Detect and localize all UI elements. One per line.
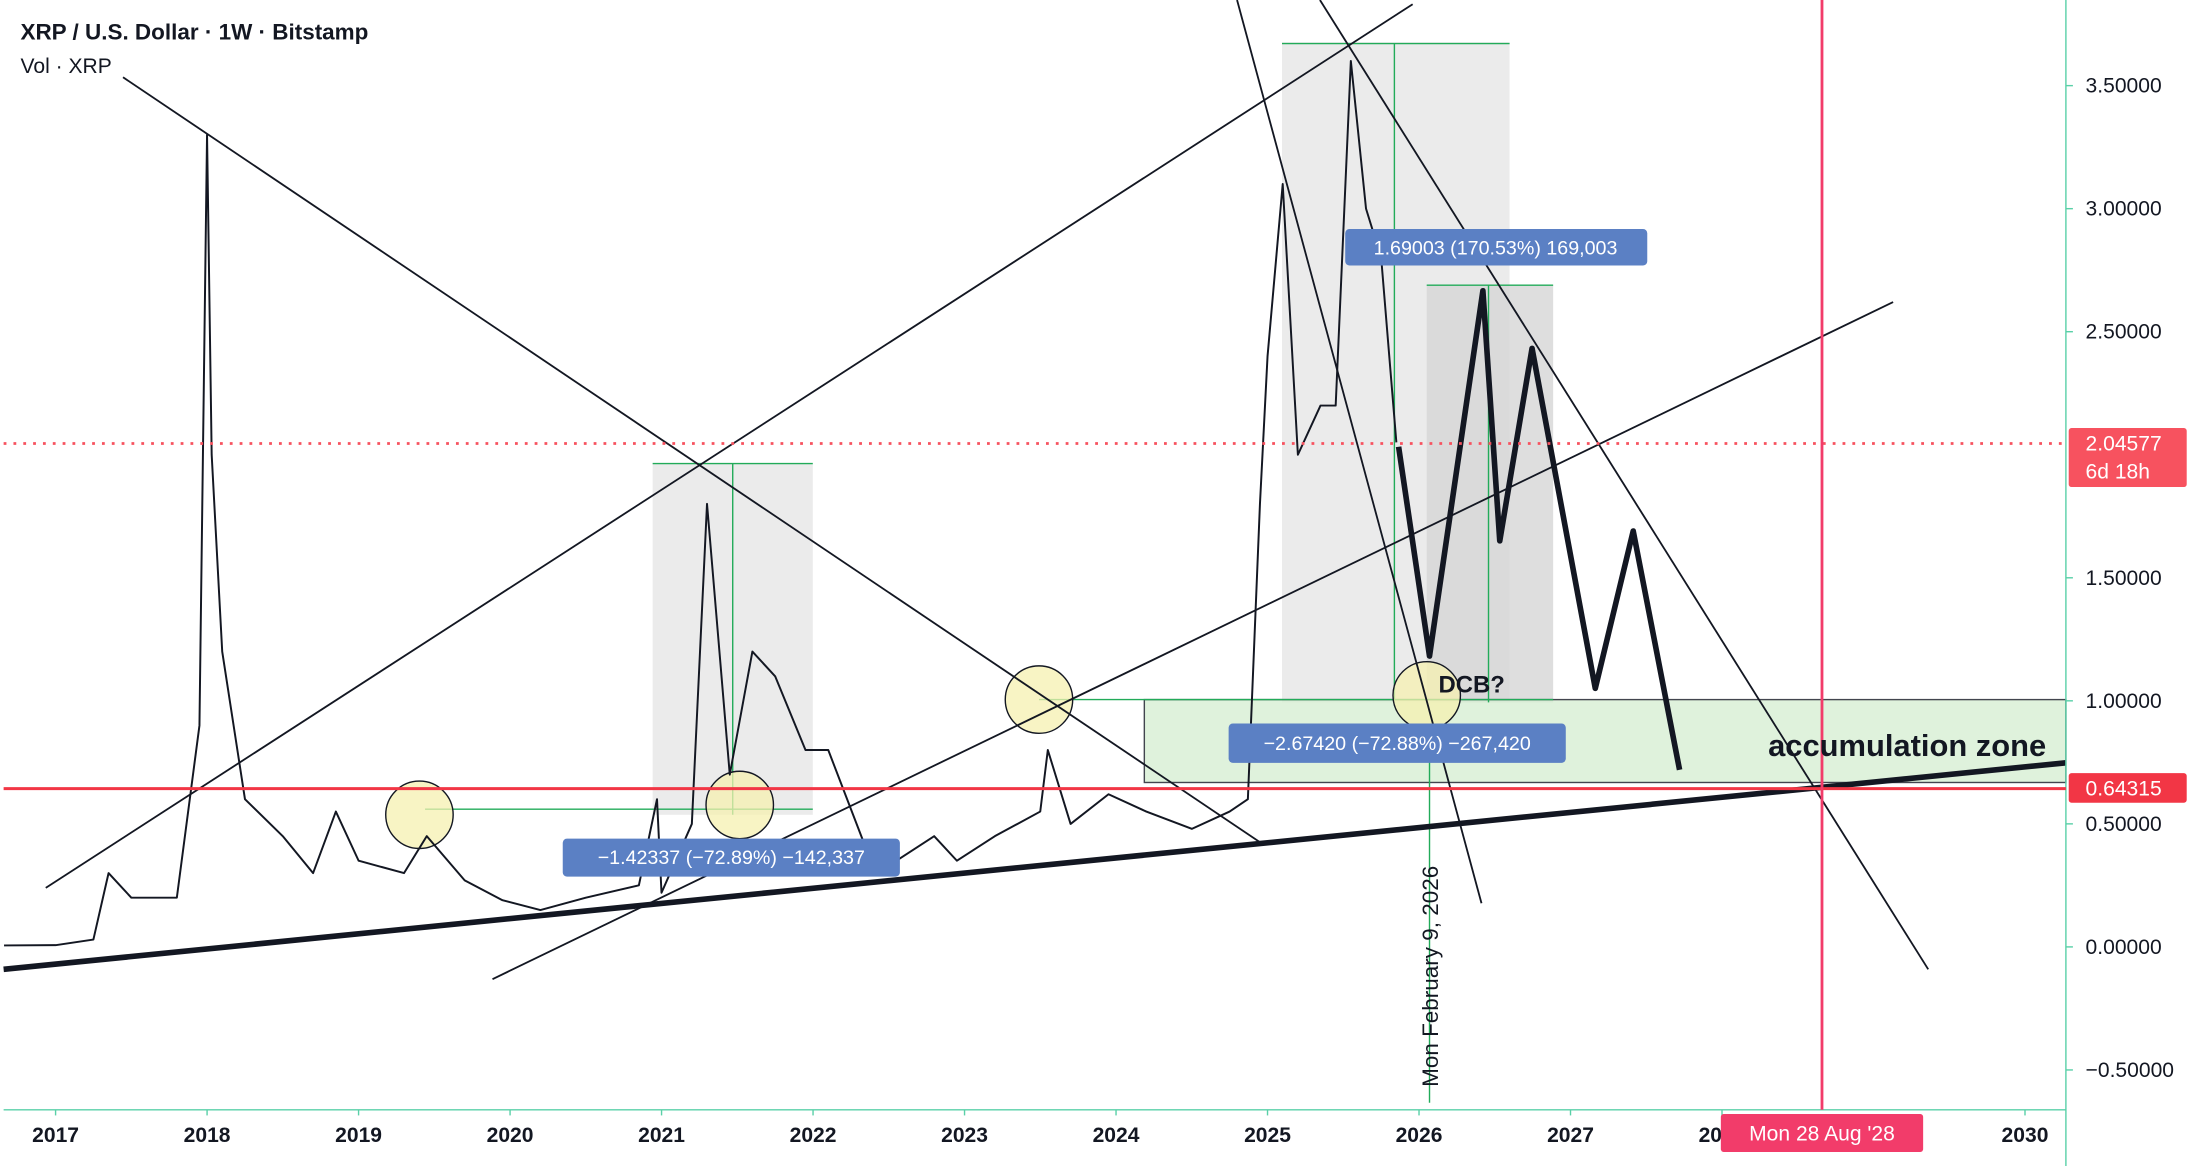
x-tick-label: 2025 — [1244, 1124, 1291, 1147]
projection-path — [1395, 287, 1683, 771]
trendline — [45, 3, 1414, 889]
price-level-label: 2.04577 — [2086, 433, 2162, 456]
price-level-box — [2068, 773, 2187, 803]
y-tick-label: 1.00000 — [2086, 690, 2162, 713]
x-tick-label: 2023 — [941, 1124, 988, 1147]
support-line — [3, 760, 2067, 973]
x-tick-label: 2030 — [2002, 1124, 2049, 1147]
annotations: 1.69003 (170.53%) 169,003 −2.67420 (−72.… — [562, 228, 2046, 1087]
trendline — [1319, 0, 1929, 970]
measure-label: 1.69003 (170.53%) 169,003 — [1374, 237, 1618, 259]
drawings — [3, 0, 2067, 1166]
x-tick-label: 2020 — [487, 1124, 534, 1147]
y-tick-label: 0.50000 — [2086, 813, 2162, 836]
x-tick-label: 2021 — [638, 1124, 685, 1147]
dcb-label: DCB? — [1439, 672, 1505, 699]
countdown-label: 6d 18h — [2086, 461, 2150, 484]
measure-label: −1.42337 (−72.89%) −142,337 — [598, 847, 865, 869]
series-layer — [3, 0, 2066, 1110]
highlight-circle — [1004, 665, 1074, 735]
x-tick-label: 2027 — [1547, 1124, 1594, 1147]
measure-label: −2.67420 (−72.88%) −267,420 — [1264, 733, 1531, 755]
vertical-marker-label: Mon 28 Aug '28 — [1749, 1123, 1895, 1146]
x-tick-label: 2026 — [1396, 1124, 1443, 1147]
measure-box — [1345, 228, 1648, 266]
y-tick-label: 1.50000 — [2086, 567, 2162, 590]
y-tick-label: 0.00000 — [2086, 936, 2162, 959]
chart-subtitle: Vol · XRP — [20, 55, 111, 78]
y-tick-label: −0.50000 — [2086, 1059, 2174, 1082]
y-tick-label: 3.50000 — [2086, 75, 2162, 98]
x-tick-label: 2018 — [184, 1124, 231, 1147]
highlight-circle — [385, 780, 454, 850]
price-line — [4, 59, 1398, 947]
x-tick-label: 2024 — [1093, 1124, 1140, 1147]
background — [3, 0, 2207, 1166]
y-tick-label: 3.00000 — [2086, 198, 2162, 221]
highlight-circle — [705, 770, 775, 840]
date-label: Mon February 9, 2026 — [1418, 866, 1443, 1087]
vertical-marker-box — [1720, 1114, 1924, 1152]
zone-label: accumulation zone — [1768, 728, 2046, 763]
measure-box — [1228, 723, 1566, 763]
x-tick-label: 2017 — [32, 1124, 79, 1147]
price-level-box — [2068, 428, 2187, 488]
measure-box — [562, 838, 900, 877]
y-tick-label: 2.50000 — [2086, 321, 2162, 344]
x-tick-label: 2022 — [790, 1124, 837, 1147]
chart-title: XRP / U.S. Dollar · 1W · Bitstamp — [20, 19, 368, 44]
price-level-label: 0.64315 — [2086, 778, 2162, 801]
x-tick-label: 2019 — [335, 1124, 382, 1147]
trendline — [122, 76, 1262, 844]
